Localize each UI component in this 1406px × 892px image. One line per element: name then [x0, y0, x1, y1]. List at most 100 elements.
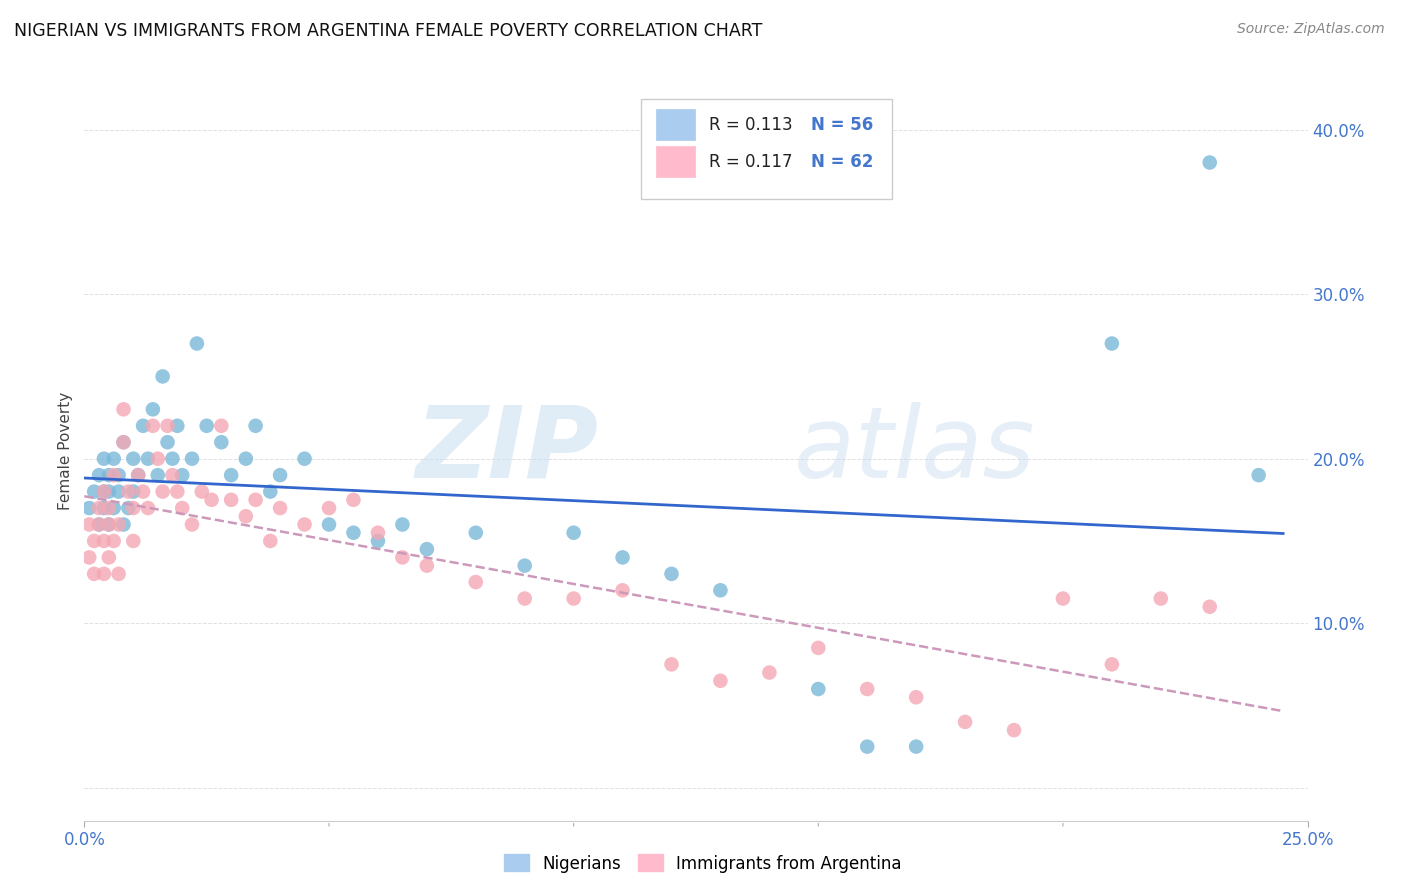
Point — [391, 517, 413, 532]
Point — [181, 517, 204, 532]
Point — [93, 566, 115, 581]
Point — [367, 525, 389, 540]
Point — [107, 566, 129, 581]
Point — [122, 451, 145, 466]
Legend: Nigerians, Immigrants from Argentina: Nigerians, Immigrants from Argentina — [498, 847, 908, 880]
Point — [156, 418, 179, 433]
Point — [191, 484, 214, 499]
Point — [162, 468, 184, 483]
Point — [172, 501, 194, 516]
Point — [87, 517, 110, 532]
Point — [162, 451, 184, 466]
Point — [342, 525, 364, 540]
Point — [97, 484, 120, 499]
FancyBboxPatch shape — [655, 146, 695, 178]
Point — [112, 517, 135, 532]
Point — [1198, 155, 1220, 169]
Point — [464, 575, 486, 590]
Point — [77, 550, 100, 565]
Point — [93, 451, 115, 466]
Point — [856, 739, 879, 754]
Point — [181, 451, 204, 466]
Point — [269, 468, 291, 483]
Point — [235, 509, 257, 524]
Point — [136, 451, 159, 466]
Point — [146, 468, 169, 483]
Point — [342, 492, 364, 507]
Point — [117, 484, 139, 499]
Point — [219, 492, 242, 507]
Point — [259, 533, 281, 548]
Point — [1101, 336, 1123, 351]
Point — [1198, 599, 1220, 614]
Point — [1101, 657, 1123, 672]
Point — [117, 501, 139, 516]
Point — [127, 468, 149, 483]
Point — [132, 484, 155, 499]
Point — [905, 690, 928, 705]
Point — [166, 418, 188, 433]
Point — [807, 681, 830, 696]
Point — [77, 517, 100, 532]
Point — [235, 451, 257, 466]
Point — [152, 369, 174, 384]
Point — [245, 418, 267, 433]
Point — [612, 550, 634, 565]
Point — [83, 484, 105, 499]
Point — [112, 435, 135, 450]
Point — [562, 591, 585, 606]
Point — [294, 451, 316, 466]
Point — [97, 517, 120, 532]
Text: N = 62: N = 62 — [811, 153, 873, 170]
Point — [87, 517, 110, 532]
Point — [93, 533, 115, 548]
Point — [107, 484, 129, 499]
Text: Source: ZipAtlas.com: Source: ZipAtlas.com — [1237, 22, 1385, 37]
Point — [93, 501, 115, 516]
Text: ZIP: ZIP — [415, 402, 598, 499]
Point — [97, 468, 120, 483]
Point — [709, 673, 731, 688]
Point — [186, 336, 208, 351]
Point — [807, 640, 830, 655]
Point — [112, 435, 135, 450]
FancyBboxPatch shape — [641, 99, 891, 199]
Point — [103, 468, 125, 483]
Point — [905, 739, 928, 754]
Point — [1002, 723, 1025, 738]
Point — [136, 501, 159, 516]
Point — [391, 550, 413, 565]
Point — [122, 501, 145, 516]
FancyBboxPatch shape — [655, 109, 695, 140]
Point — [107, 517, 129, 532]
Point — [416, 558, 439, 573]
Point — [513, 558, 536, 573]
Point — [661, 566, 683, 581]
Point — [142, 402, 165, 417]
Point — [953, 714, 976, 729]
Point — [416, 542, 439, 557]
Point — [77, 501, 100, 516]
Text: atlas: atlas — [794, 402, 1035, 499]
Point — [97, 550, 120, 565]
Point — [245, 492, 267, 507]
Point — [166, 484, 188, 499]
Point — [318, 501, 340, 516]
Point — [112, 402, 135, 417]
Point — [513, 591, 536, 606]
Point — [87, 501, 110, 516]
Point — [172, 468, 194, 483]
Point — [259, 484, 281, 499]
Point — [219, 468, 242, 483]
Y-axis label: Female Poverty: Female Poverty — [58, 392, 73, 509]
Point — [367, 533, 389, 548]
Point — [83, 533, 105, 548]
Point — [294, 517, 316, 532]
Point — [103, 501, 125, 516]
Text: R = 0.117: R = 0.117 — [710, 153, 793, 170]
Point — [1247, 468, 1270, 483]
Point — [97, 517, 120, 532]
Point — [1052, 591, 1074, 606]
Point — [122, 484, 145, 499]
Point — [87, 468, 110, 483]
